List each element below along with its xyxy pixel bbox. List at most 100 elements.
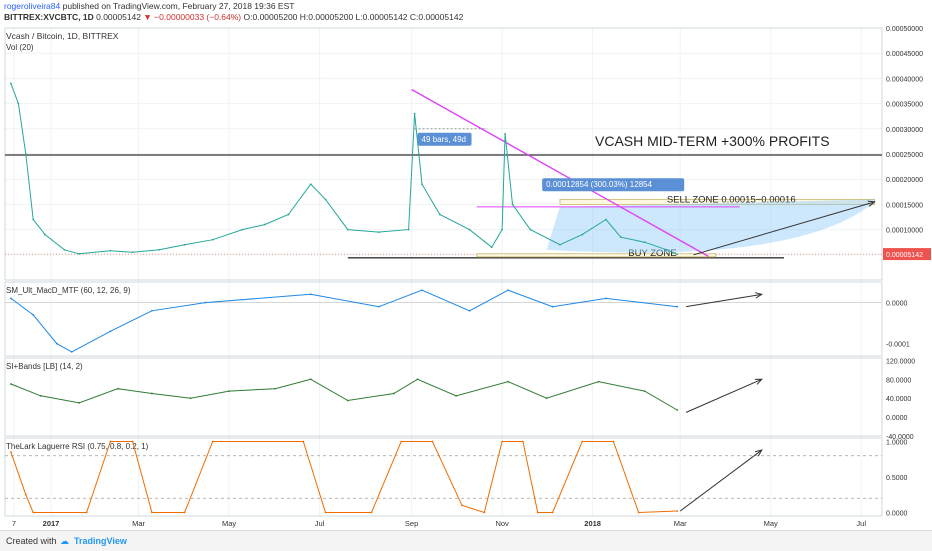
price-series-line-point: [438, 213, 441, 216]
price-series-line-point: [241, 228, 244, 231]
price-tick-label: 0.00015000: [886, 202, 923, 209]
price-series-line-point: [10, 82, 12, 85]
macd-series-line-point: [204, 301, 207, 304]
laguerre-series-line-point: [211, 440, 214, 443]
pane-borders: [4, 27, 883, 517]
price-series-line-point: [581, 233, 584, 236]
x-tick-label: Nov: [495, 519, 509, 528]
x-tick-label: Mar: [132, 519, 145, 528]
price-series-line-point: [619, 236, 622, 239]
headline-annotation: VCASH MID-TERM +300% PROFITS: [595, 133, 830, 149]
tradingview-brand[interactable]: TradingView: [74, 536, 127, 546]
down-trendline: [411, 88, 709, 257]
price-tick-label: 0.00035000: [886, 102, 923, 109]
laguerre-series-line-point: [183, 511, 186, 514]
rsi-series-line-point: [309, 378, 312, 381]
macd-series-line-point: [551, 305, 554, 308]
macd-series-line-point: [10, 297, 12, 300]
macd-series-line-point: [70, 350, 73, 353]
last-price: 0.00005142: [96, 12, 142, 22]
current-price-tag: [883, 248, 931, 261]
price-tick-label: 0.00030000: [886, 127, 923, 134]
x-tick-label: 2017: [43, 519, 60, 528]
created-with-text: Created with: [6, 536, 57, 546]
rsi-series-line-point: [189, 397, 192, 400]
buy-zone-label: BUY ZONE: [628, 248, 676, 259]
symbol-label: BITTREX:XVCBTC, 1D: [4, 12, 94, 22]
price-series-line-point: [490, 246, 493, 249]
volume-label: Vol (20): [6, 43, 34, 52]
price-series-line-point: [131, 251, 134, 254]
price-series-line: [10, 83, 678, 255]
lag-tick-label: 0.5000: [886, 475, 908, 482]
laguerre-series-line-point: [400, 440, 403, 443]
price-tick-label: 0.00025000: [886, 152, 923, 159]
ohlc-values: O:0.00005200 H:0.00005200 L:0.00005142 C…: [243, 12, 464, 22]
published-text: published on TradingView.com, February 2…: [62, 1, 295, 11]
pane-frame-price: [4, 27, 883, 281]
laguerre-series-line-point: [536, 511, 539, 514]
price-series-line-point: [559, 243, 561, 246]
price-series-line-point: [378, 231, 380, 234]
laguerre-series-line-point: [551, 511, 554, 514]
rsi-series-line-point: [274, 387, 276, 390]
macd-series-line-point: [507, 289, 509, 292]
rsi-series-line-point: [10, 383, 12, 385]
price-series-line-point: [413, 112, 416, 115]
macd-series-line-point: [151, 309, 153, 312]
laguerre-series-line-point: [32, 511, 35, 514]
price-tick-label: 0.00040000: [886, 76, 923, 83]
rsi-series-line-point: [416, 378, 419, 381]
laguerre-series-line-point: [637, 511, 640, 514]
macd-arrow-head: [754, 292, 764, 299]
x-tick-label: Mar: [674, 519, 687, 528]
price-range-label: 0.00012854 (300.03%) 12854: [546, 180, 652, 189]
rsi-tick-label: -40.0000: [886, 434, 914, 441]
rsi-tick-label: 0.0000: [886, 415, 908, 422]
footer-bar: Created with ☁ TradingView: [0, 530, 932, 551]
rsi-series-line-point: [228, 390, 230, 392]
laguerre-series-line-point: [302, 440, 305, 443]
rsi-series-line-point: [455, 394, 458, 397]
chart-area[interactable]: Vcash / Bitcoin, 1D, BITTREX Vol (20) VC…: [0, 24, 932, 530]
sell-zone-label: SELL ZONE 0.00015~0.00016: [667, 194, 796, 205]
publish-line: rogeroliveira84 published on TradingView…: [4, 1, 294, 12]
laguerre-series-line-point: [612, 440, 615, 443]
price-tick-label: 0.00010000: [886, 228, 923, 235]
macd-series-line-point: [309, 293, 312, 296]
symbol-line: BITTREX:XVCBTC, 1D 0.00005142 ▼ −0.00000…: [4, 12, 463, 23]
author-link[interactable]: rogeroliveira84: [4, 1, 61, 11]
rsi-series-line-point: [392, 392, 395, 395]
laguerre-label: TheLark Laguerre RSI (0.75, 0.8, 0.2, 1): [6, 442, 149, 451]
price-range-box: [542, 178, 685, 192]
rsi-tick-label: 80.0000: [886, 377, 911, 384]
laguerre-series-line-point: [10, 451, 12, 454]
x-tick-label: Jul: [315, 519, 325, 528]
rsi-series-line-point: [346, 399, 349, 402]
rsi-series-line-point: [78, 402, 81, 404]
current-price-label: 0.00005142: [886, 252, 923, 259]
price-series-line-point: [643, 241, 646, 244]
pane-frame-macd: [4, 281, 883, 357]
lag-tick-label: 0.0000: [886, 510, 908, 517]
price-projection-arrow-head: [867, 200, 876, 207]
price-change: ▼ −0.00000033 (−0.64%): [143, 12, 242, 22]
laguerre-series-line-point: [109, 440, 112, 443]
price-series-line-point: [78, 252, 81, 255]
rsi-tick-label: 40.0000: [886, 396, 911, 403]
macd-series-line-point: [421, 289, 423, 292]
buy-zone-box: [476, 253, 717, 258]
laguerre-arrow: [679, 449, 763, 512]
price-tick-label: 0.00045000: [886, 51, 923, 58]
price-series-line-point: [468, 228, 471, 231]
price-series-line-point: [605, 218, 607, 221]
rsi-series-line-point: [507, 380, 509, 383]
price-series-line-point: [309, 183, 312, 186]
macd-series-line-point: [468, 309, 471, 312]
tradingview-logo-icon: ☁: [60, 536, 69, 546]
macd-series-line-point: [605, 297, 607, 300]
bars-range-box: [417, 132, 472, 146]
price-series-line-point: [501, 228, 504, 231]
rsi-series-line-point: [39, 394, 42, 397]
price-tick-label: 0.00020000: [886, 177, 923, 184]
